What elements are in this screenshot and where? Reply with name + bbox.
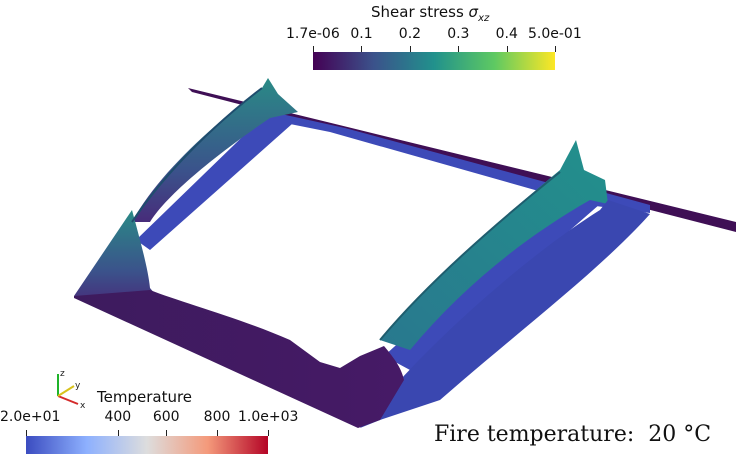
shear-tick-mark — [313, 46, 314, 52]
right-web — [384, 188, 600, 370]
shear-tick-label: 0.3 — [447, 26, 470, 42]
left-web — [136, 112, 292, 250]
axes-triad[interactable]: z y x — [44, 366, 94, 412]
temperature-tick-label: 600 — [152, 409, 180, 425]
left-arch-ridge — [131, 87, 263, 223]
left-slope — [74, 210, 160, 305]
shear-tick-label: 0.2 — [398, 26, 422, 42]
x-axis-label: x — [80, 401, 86, 411]
fire-temperature-prefix: Fire temperature: — [434, 422, 635, 447]
y-axis-label: y — [75, 381, 81, 391]
temperature-tick-mark — [117, 430, 119, 436]
right-slope — [360, 200, 650, 428]
shear-tick-label: 0.1 — [350, 26, 373, 42]
shear-tick-mark — [506, 46, 508, 52]
temperature-tick-mark — [166, 430, 168, 436]
temperature-tick-label: 400 — [104, 409, 132, 425]
temperature-tick-label: 800 — [203, 409, 231, 425]
shear-tick-mark — [458, 46, 460, 52]
shear-tick-label: 1.7e-06 — [286, 26, 340, 42]
temperature-colorbar — [26, 436, 268, 454]
left-arch — [132, 78, 298, 222]
shear-colorbar — [313, 52, 555, 70]
temperature-colorbar-title: Temperature — [97, 388, 193, 406]
fire-temperature-value: 20 °C — [648, 422, 712, 447]
right-arch — [380, 140, 608, 350]
temperature-tick-label: 2.0e+01 — [0, 409, 61, 425]
z-axis-label: z — [60, 369, 65, 379]
shear-tick-mark — [361, 46, 363, 52]
shear-tick-label: 0.4 — [495, 26, 518, 42]
temperature-tick-mark — [26, 430, 27, 436]
front-flange — [74, 290, 404, 428]
shear-tick-label: 5.0e-01 — [528, 26, 582, 42]
right-arch-ridge — [379, 171, 561, 341]
temperature-tick-mark — [217, 430, 219, 436]
shear-tick-mark — [409, 46, 411, 52]
temperature-tick-mark — [268, 430, 269, 436]
shear-tick-mark — [555, 46, 556, 52]
shear-colorbar-title: Shear stress σxz — [371, 3, 490, 24]
fire-temperature-label: Fire temperature: 20 °C — [434, 422, 711, 447]
temperature-tick-label: 1.0e+03 — [238, 409, 299, 425]
